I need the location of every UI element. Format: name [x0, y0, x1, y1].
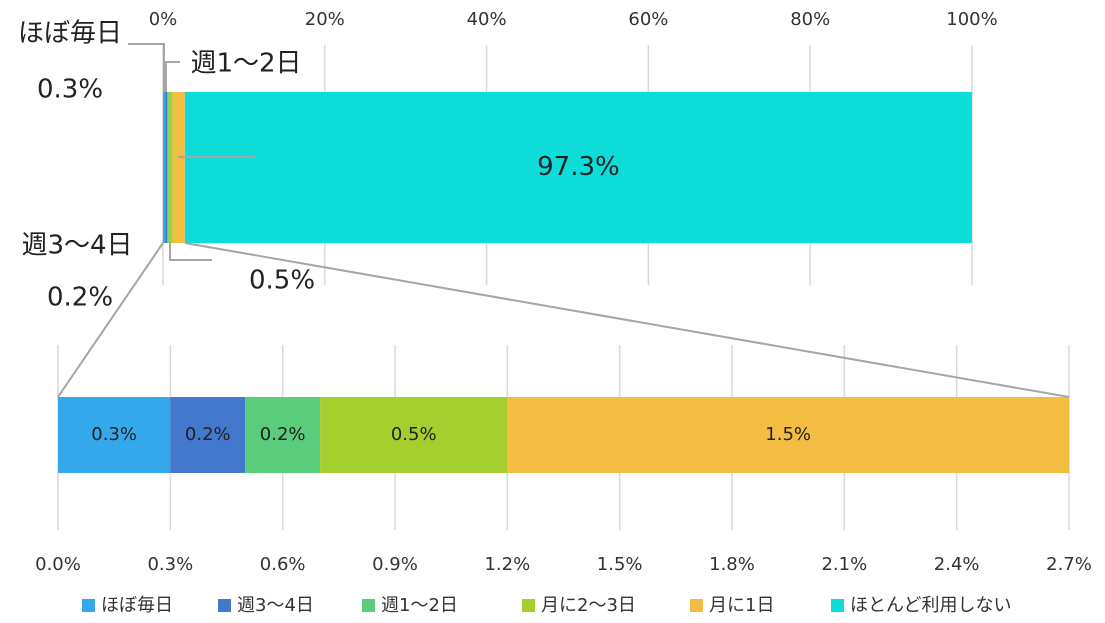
legend-label: ほぼ毎日	[101, 595, 173, 616]
bar-segment	[167, 92, 169, 243]
legend-swatch	[522, 599, 535, 612]
x-tick-label: 0.6%	[260, 554, 306, 575]
legend-swatch	[218, 599, 231, 612]
leader-line	[128, 43, 165, 92]
data-label: 0.2%	[260, 424, 306, 445]
bar-segment	[172, 92, 185, 243]
x-tick-label: 0.0%	[35, 554, 81, 575]
x-tick-label: 40%	[467, 9, 507, 30]
data-label: 0.2%	[47, 283, 113, 313]
bar-segment	[168, 92, 173, 243]
legend-label: 月に1日	[709, 595, 774, 616]
data-label: 0.3%	[37, 75, 103, 105]
x-tick-label: 0%	[149, 9, 178, 30]
legend-swatch	[690, 599, 703, 612]
data-label: 97.3%	[537, 152, 620, 182]
leader-line	[165, 61, 180, 92]
legend-swatch	[831, 599, 844, 612]
legend-swatch	[362, 599, 375, 612]
legend-label: ほとんど利用しない	[850, 595, 1011, 616]
x-tick-label: 80%	[790, 9, 830, 30]
bar-segment	[507, 397, 1069, 473]
leader-lines	[57, 43, 1070, 398]
x-tick-label: 100%	[946, 9, 997, 30]
data-label: 0.5%	[249, 266, 315, 296]
x-tick-label: 1.2%	[484, 554, 530, 575]
bar-segment	[245, 397, 321, 473]
data-label: 1.5%	[765, 424, 811, 445]
bar-segment	[184, 92, 972, 243]
legend-label: 週3～4日	[237, 595, 314, 616]
x-tick-label: 60%	[628, 9, 668, 30]
annotation-name: 週3～4日	[21, 231, 132, 261]
bar-segment	[320, 397, 508, 473]
legend-label: 週1～2日	[381, 595, 458, 616]
data-label: 0.2%	[185, 424, 231, 445]
bar-segment	[170, 397, 246, 473]
x-tick-label: 20%	[305, 9, 345, 30]
zoom-connector	[184, 242, 1070, 398]
legend-swatch	[82, 599, 95, 612]
x-tick-label: 0.9%	[372, 554, 418, 575]
bar-segment	[58, 397, 171, 473]
x-tick-label: 1.5%	[597, 554, 643, 575]
bar-segment	[163, 92, 166, 243]
bar-segment	[165, 92, 168, 243]
data-label: 0.3%	[91, 424, 137, 445]
legend-label: 月に2～3日	[541, 595, 636, 616]
x-tick-label: 2.1%	[821, 554, 867, 575]
x-tick-label: 2.7%	[1046, 554, 1092, 575]
data-label: 0.5%	[391, 424, 437, 445]
zoom-connector	[57, 242, 164, 398]
x-tick-label: 0.3%	[147, 554, 193, 575]
x-tick-label: 2.4%	[934, 554, 980, 575]
annotation-name: ほぼ毎日	[18, 19, 122, 49]
x-tick-label: 1.8%	[709, 554, 755, 575]
annotation-name: 週1～2日	[190, 49, 301, 79]
leader-line	[169, 243, 212, 261]
